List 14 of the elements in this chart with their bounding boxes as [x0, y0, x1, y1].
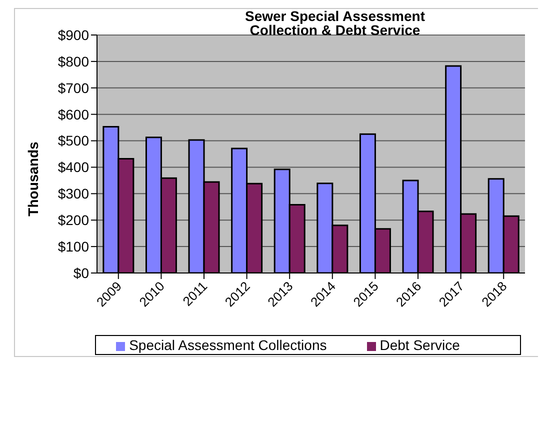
legend-label: Special Assessment Collections — [129, 337, 327, 353]
y-tick-label: $100 — [58, 238, 90, 255]
y-tick-label: $200 — [58, 212, 90, 228]
y-tick-label: $400 — [58, 159, 90, 176]
y-tick-label: $500 — [58, 132, 90, 149]
y-tick-label: $800 — [58, 53, 90, 70]
y-tick-label: $700 — [58, 80, 90, 96]
y-tick-label: $600 — [58, 106, 90, 122]
y-tick-label: $900 — [58, 26, 90, 43]
y-axis-title: Thousands — [25, 142, 41, 216]
y-tick-label: $0 — [73, 264, 90, 281]
chart-title: Sewer Special Assessment Collection & Debt Service — [244, 8, 426, 38]
y-tick-label: $300 — [58, 186, 90, 202]
legend-label: Debt Service — [380, 337, 460, 353]
